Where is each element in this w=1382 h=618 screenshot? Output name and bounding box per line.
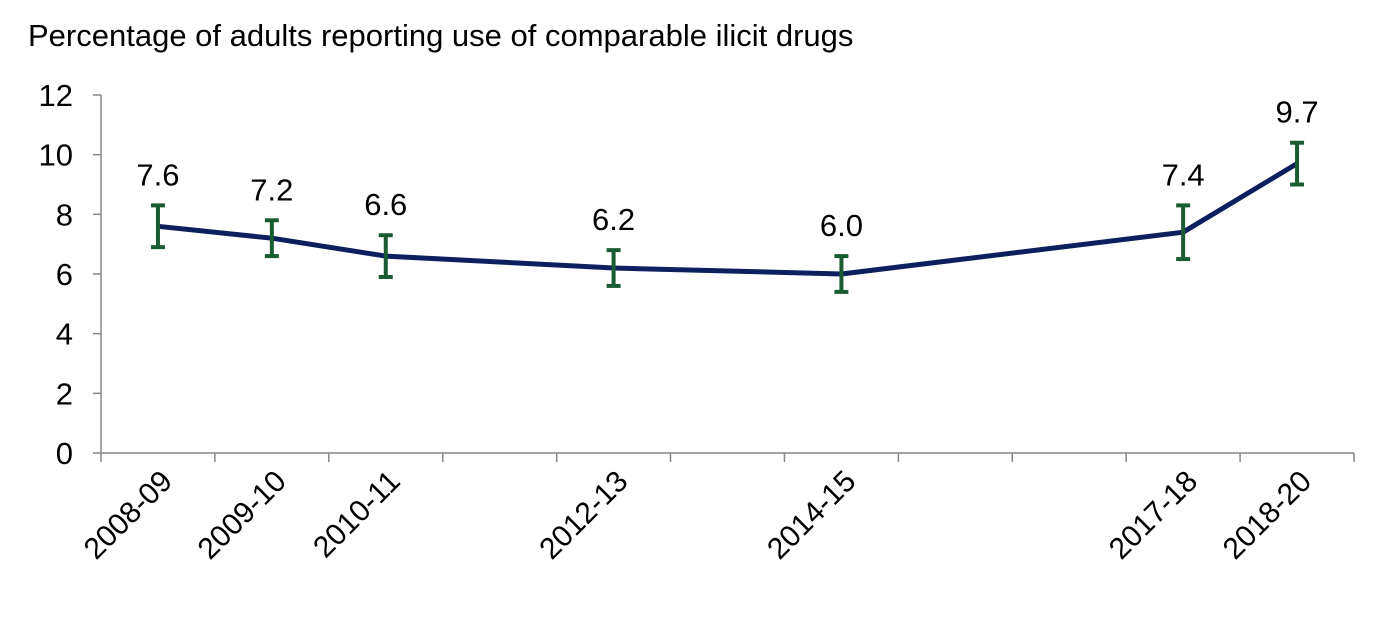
- x-tick-label: 2012-13: [533, 465, 634, 566]
- data-label: 6.0: [820, 208, 863, 243]
- data-label: 9.7: [1275, 95, 1318, 130]
- y-tick-label: 12: [39, 78, 73, 113]
- data-label: 7.4: [1162, 157, 1205, 192]
- x-tick-label: 2014-15: [761, 465, 862, 566]
- data-label: 7.6: [136, 157, 179, 192]
- x-tick-label: 2009-10: [192, 465, 293, 566]
- x-tick-label: 2008-09: [78, 465, 179, 566]
- y-tick-label: 0: [56, 436, 73, 471]
- y-tick-label: 10: [39, 138, 73, 173]
- x-tick-label: 2010-11: [307, 465, 407, 565]
- series-line: [157, 161, 1299, 277]
- y-tick-label: 4: [56, 317, 73, 352]
- data-label: 6.6: [364, 187, 407, 222]
- data-label: 7.2: [250, 172, 293, 207]
- y-tick-label: 6: [56, 257, 73, 292]
- y-tick-label: 8: [56, 197, 73, 232]
- y-tick-label: 2: [56, 376, 73, 411]
- x-tick-label: 2018-20: [1217, 465, 1318, 566]
- data-label: 6.2: [592, 202, 635, 237]
- chart-title: Percentage of adults reporting use of co…: [28, 18, 854, 53]
- x-tick-label: 2017-18: [1103, 465, 1204, 566]
